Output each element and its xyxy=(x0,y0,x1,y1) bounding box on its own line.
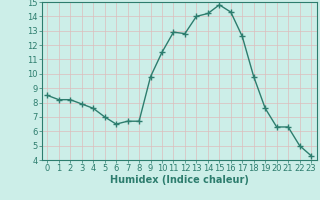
X-axis label: Humidex (Indice chaleur): Humidex (Indice chaleur) xyxy=(110,175,249,185)
